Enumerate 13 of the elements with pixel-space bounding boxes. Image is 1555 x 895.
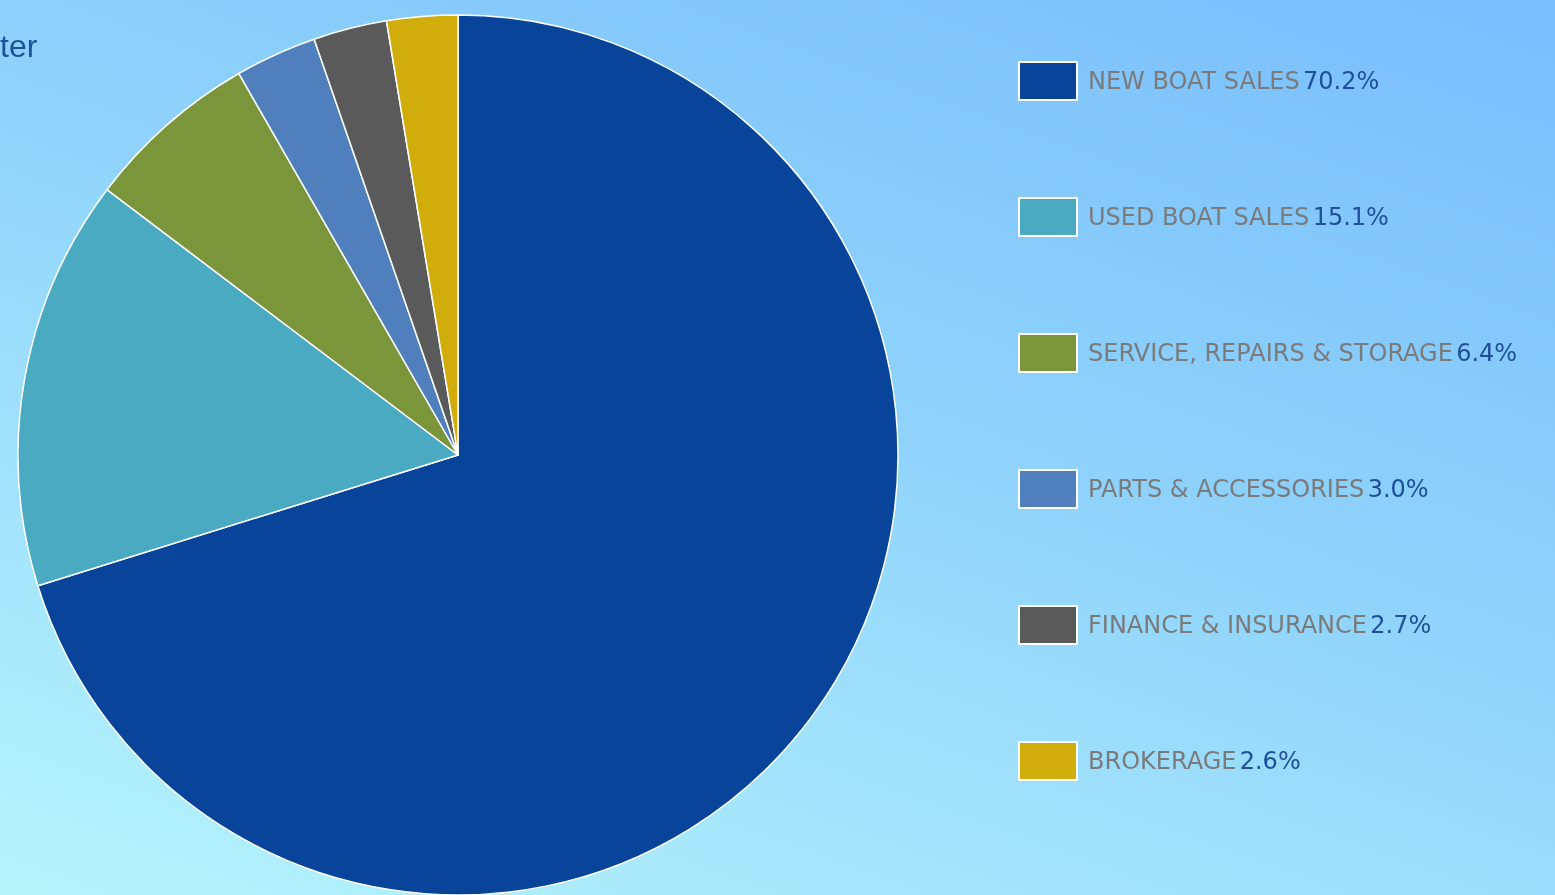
text: ter: [0, 28, 38, 64]
legend-label: FINANCE & INSURANCE: [1088, 611, 1367, 639]
data-label: 6.4%: [1456, 339, 1518, 367]
legend-label: NEW BOAT SALES: [1088, 67, 1300, 95]
legend-label: USED BOAT SALES: [1088, 203, 1310, 231]
legend-label: BROKERAGE: [1088, 747, 1237, 775]
data-label: 2.6%: [1239, 747, 1301, 775]
legend-label: SERVICE, REPAIRS & STORAGE: [1088, 339, 1453, 367]
data-label: 2.7%: [1370, 611, 1432, 639]
data-label: 3.0%: [1367, 475, 1429, 503]
data-label: 15.1%: [1312, 203, 1389, 231]
data-label: 70.2%: [1303, 67, 1380, 95]
legend-label: PARTS & ACCESSORIES: [1088, 475, 1365, 503]
